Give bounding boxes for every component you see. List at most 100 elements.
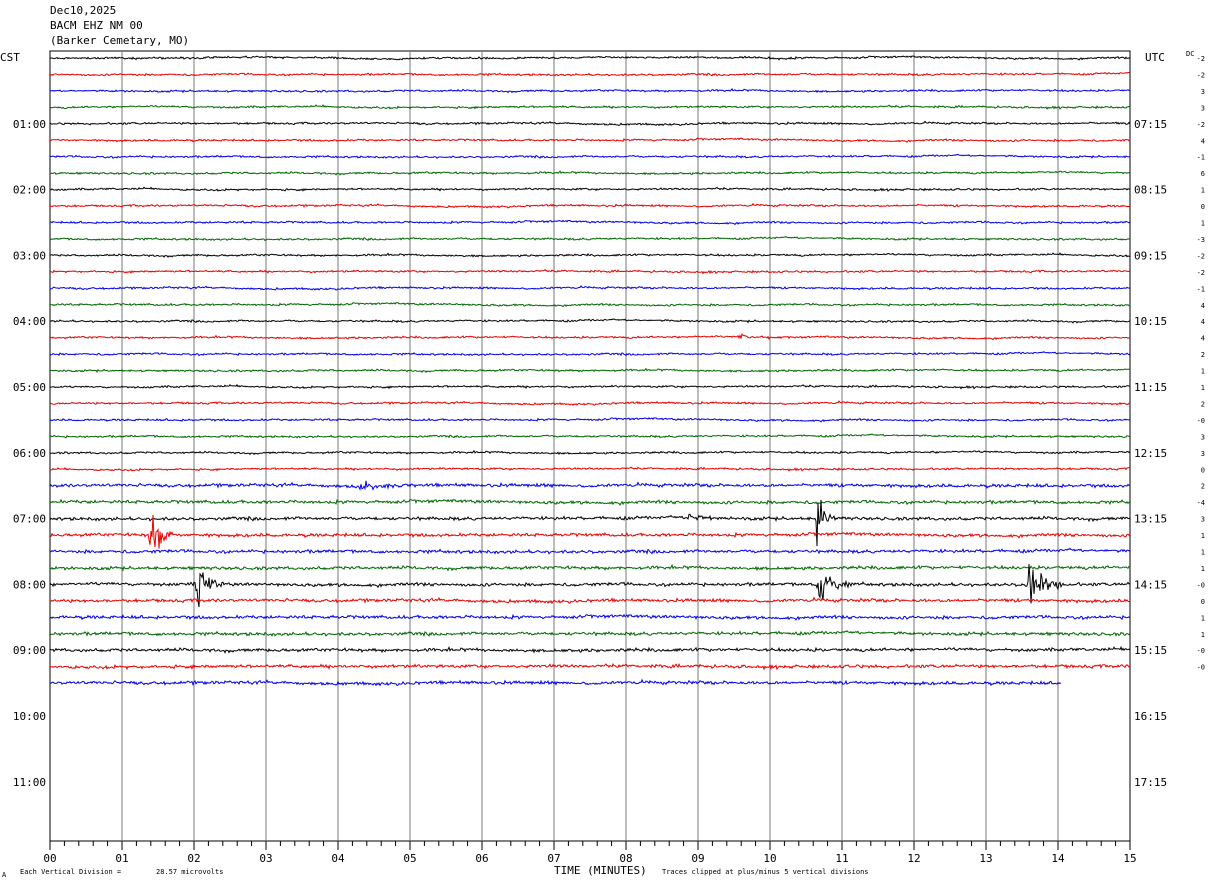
- dc-offset-label: 3: [1201, 516, 1205, 524]
- trace-row-5: [49, 137, 1131, 143]
- trace-row-6: [49, 153, 1131, 159]
- right-hour-label: 07:15: [1134, 118, 1167, 131]
- dc-offset-label: -0: [1197, 581, 1205, 589]
- dc-offset-label: -2: [1197, 269, 1205, 277]
- dc-offset-label: 0: [1201, 203, 1205, 211]
- trace-row-30: [49, 547, 1131, 555]
- trace-row-18: [49, 351, 1131, 357]
- left-hour-label: 04:00: [13, 315, 46, 328]
- dc-offset-label: -2: [1197, 55, 1205, 63]
- x-tick-label: 02: [187, 852, 200, 865]
- header-station: BACM EHZ NM 00: [50, 19, 143, 32]
- right-hour-label: 14:15: [1134, 578, 1167, 591]
- trace-row-0: [49, 55, 1131, 61]
- dc-offset-label: -0: [1197, 647, 1205, 655]
- x-tick-label: 14: [1051, 852, 1065, 865]
- right-hour-label: 16:15: [1134, 710, 1167, 723]
- right-hour-label: 08:15: [1134, 184, 1167, 197]
- left-hour-label: 09:00: [13, 644, 46, 657]
- dc-offset-label: 4: [1201, 137, 1205, 145]
- scale-value: 28.57 microvolts: [156, 868, 224, 876]
- dc-offset-label: -1: [1197, 285, 1205, 293]
- trace-row-10: [49, 219, 1131, 226]
- trace-row-15: [49, 302, 1131, 308]
- dc-offset-label: 1: [1201, 631, 1205, 639]
- trace-row-33: [49, 596, 1131, 605]
- x-tick-label: 09: [691, 852, 704, 865]
- dc-offset-label: 1: [1201, 220, 1205, 228]
- plot-frame: [49, 50, 1131, 842]
- dc-offset-label: 0: [1201, 466, 1205, 474]
- dc-offset-label: 1: [1201, 187, 1205, 195]
- trace-row-4: [49, 120, 1131, 127]
- trace-row-20: [49, 383, 1131, 390]
- trace-row-24: [49, 449, 1131, 456]
- dc-offset-label: -3: [1197, 236, 1205, 244]
- left-hour-label: 08:00: [13, 578, 46, 591]
- right-hour-label: 17:15: [1134, 776, 1167, 789]
- trace-row-7: [49, 170, 1131, 176]
- dc-offset-label: -0: [1197, 664, 1205, 672]
- dc-offset-label: 1: [1201, 565, 1205, 573]
- left-hour-label: 02:00: [13, 184, 46, 197]
- scale-prefix: Each Vertical Division =: [20, 868, 122, 876]
- trace-row-3: [49, 104, 1131, 110]
- trace-row-12: [50, 252, 1131, 258]
- corner-mark: A: [2, 871, 7, 879]
- dc-offset-label: 3: [1201, 450, 1205, 458]
- dc-offset-label: 4: [1201, 318, 1205, 326]
- right-axis-label: UTC: [1145, 51, 1165, 64]
- trace-row-31: [49, 563, 1131, 572]
- trace-row-11: [49, 236, 1131, 242]
- header-date: Dec10,2025: [50, 4, 117, 17]
- trace-row-32: [49, 564, 1131, 608]
- header-location: (Barker Cemetary, MO): [50, 34, 190, 47]
- dc-offset-label: -4: [1197, 499, 1205, 507]
- trace-row-16: [49, 318, 1131, 324]
- dc-offset-label: 1: [1201, 614, 1205, 622]
- trace-row-17: [49, 332, 1131, 341]
- dc-offset-label: 2: [1201, 400, 1205, 408]
- dc-offset-label: 3: [1201, 88, 1205, 96]
- left-hour-label: 03:00: [13, 249, 46, 262]
- dc-offset-label: 1: [1201, 532, 1205, 540]
- dc-offset-label: -0: [1197, 417, 1205, 425]
- right-hour-label: 13:15: [1134, 513, 1167, 526]
- trace-row-2: [49, 87, 1131, 94]
- x-tick-label: 11: [835, 852, 848, 865]
- x-tick-label: 05: [403, 852, 416, 865]
- dc-offset-label: -2: [1197, 252, 1205, 260]
- dc-label: DC: [1186, 50, 1195, 58]
- right-hour-label: 11:15: [1134, 381, 1167, 394]
- x-tick-label: 13: [979, 852, 992, 865]
- x-tick-label: 07: [547, 852, 560, 865]
- left-hour-label: 05:00: [13, 381, 46, 394]
- left-hour-label: 10:00: [13, 710, 46, 723]
- x-tick-label: 00: [43, 852, 56, 865]
- clip-note: Traces clipped at plus/minus 5 vertical …: [662, 868, 869, 876]
- dc-offset-label: 6: [1201, 170, 1205, 178]
- right-hour-label: 10:15: [1134, 315, 1167, 328]
- left-axis-label: CST: [0, 51, 20, 64]
- trace-row-38: [49, 678, 1062, 687]
- x-tick-label: 10: [763, 852, 776, 865]
- x-tick-label: 12: [907, 852, 920, 865]
- trace-row-8: [49, 186, 1131, 193]
- dc-offset-label: 2: [1201, 351, 1205, 359]
- trace-row-13: [49, 269, 1131, 275]
- trace-row-1: [49, 71, 1131, 77]
- dc-offset-label: 0: [1201, 598, 1205, 606]
- trace-row-26: [49, 480, 1131, 491]
- dc-offset-label: 4: [1201, 335, 1205, 343]
- right-hour-label: 12:15: [1134, 447, 1167, 460]
- trace-row-23: [49, 433, 1131, 439]
- dc-offset-label: 3: [1201, 433, 1205, 441]
- trace-row-27: [49, 498, 1131, 506]
- trace-row-14: [49, 285, 1131, 291]
- dc-offset-label: 2: [1201, 483, 1205, 491]
- trace-row-22: [49, 417, 1130, 423]
- dc-offset-label: 3: [1201, 104, 1205, 112]
- dc-offset-label: 4: [1201, 302, 1205, 310]
- trace-row-29: [49, 514, 1131, 549]
